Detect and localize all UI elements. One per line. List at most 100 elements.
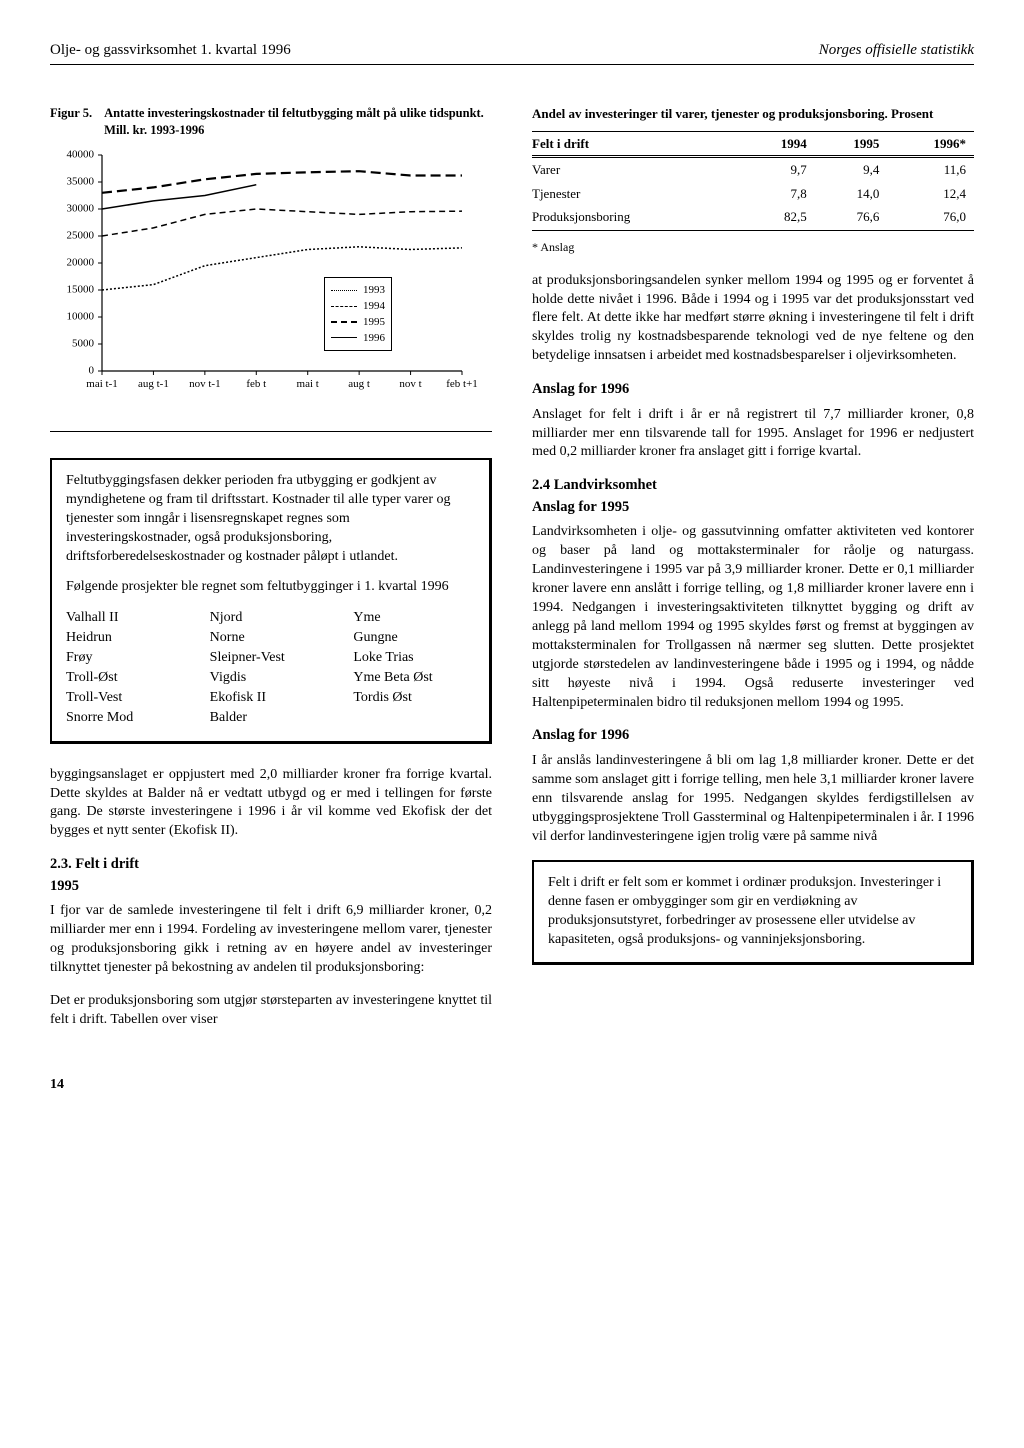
anslag-1996-h: Anslag for 1996 [532,380,974,400]
legend-item: 1996 [331,331,385,346]
project-item: Njord [210,609,332,628]
project-item: Frøy [66,649,188,668]
project-item: Troll-Vest [66,689,188,708]
x-tick-label: nov t [399,377,421,392]
table-cell: 9,4 [815,158,888,182]
line-chart: 0500010000150002000025000300003500040000… [50,149,470,409]
legend-swatch [331,306,357,307]
table-cell: 14,0 [815,182,888,206]
legend-label: 1996 [363,331,385,346]
legend-swatch [331,321,357,323]
page-header: Olje- og gassvirksomhet 1. kvartal 1996 … [50,40,974,65]
page-number: 14 [50,1076,974,1095]
legend-swatch [331,337,357,338]
right-box-text: Felt i drift er felt som er kommet i ord… [548,874,957,950]
th-0: Felt i drift [532,131,742,156]
project-item: Gungne [353,629,475,648]
figure-label: Figur 5. [50,105,92,139]
right-para-1: at produksjonsboringsandelen synker mell… [532,272,974,366]
left-column: Figur 5. Antatte investeringskostnader t… [50,105,492,1043]
y-tick-label: 10000 [52,310,98,325]
legend-item: 1994 [331,299,385,314]
left-para-2: I fjor var de samlede investeringene til… [50,902,492,978]
table-row: Produksjonsboring82,576,676,0 [532,205,974,229]
project-item: Balder [210,709,332,728]
x-tick-label: mai t-1 [86,377,117,392]
two-column-layout: Figur 5. Antatte investeringskostnader t… [50,105,974,1043]
left-para-1: byggingsanslaget er oppjustert med 2,0 m… [50,766,492,842]
table-cell: 76,6 [815,205,888,229]
table-cell: 82,5 [742,205,815,229]
table-row: Varer9,79,411,6 [532,158,974,182]
sub-1995: 1995 [50,877,492,897]
project-col-3: YmeGungneLoke TriasYme Beta ØstTordis Øs… [353,609,475,728]
y-tick-label: 20000 [52,256,98,271]
legend-item: 1993 [331,283,385,298]
chart-area: 0500010000150002000025000300003500040000… [50,149,492,432]
legend-label: 1993 [363,283,385,298]
info-box: Feltutbyggingsfasen dekker perioden fra … [50,458,492,744]
figure-caption: Figur 5. Antatte investeringskostnader t… [50,105,492,139]
chart-legend: 1993199419951996 [324,277,392,351]
project-item: Heidrun [66,629,188,648]
anslag-1995-h: Anslag for 1995 [532,498,974,518]
table-row: Tjenester7,814,012,4 [532,182,974,206]
table-cell: Varer [532,158,742,182]
y-tick-label: 25000 [52,229,98,244]
table-footnote: * Anslag [532,239,974,255]
x-tick-label: feb t [246,377,266,392]
project-item: Sleipner-Vest [210,649,332,668]
project-col-2: NjordNorneSleipner-VestVigdisEkofisk IIB… [210,609,332,728]
section-2-4: 2.4 Landvirksomhet [532,476,974,496]
anslag-1996-p: Anslaget for felt i drift i år er nå reg… [532,406,974,463]
table-cell: 9,7 [742,158,815,182]
table-cell: 76,0 [887,205,974,229]
info-p2: Følgende prosjekter ble regnet som feltu… [66,578,475,597]
anslag-1996b-h: Anslag for 1996 [532,726,974,746]
legend-label: 1995 [363,315,385,330]
legend-item: 1995 [331,315,385,330]
x-tick-label: feb t+1 [446,377,478,392]
info-p1: Feltutbyggingsfasen dekker perioden fra … [66,472,475,566]
project-item: Tordis Øst [353,689,475,708]
legend-swatch [331,290,357,291]
right-info-box: Felt i drift er felt som er kommet i ord… [532,860,974,965]
table-header-row: Felt i drift 1994 1995 1996* [532,131,974,156]
project-item: Norne [210,629,332,648]
y-tick-label: 35000 [52,175,98,190]
table-cell: Tjenester [532,182,742,206]
project-item: Loke Trias [353,649,475,668]
table-cell: 11,6 [887,158,974,182]
project-item: Snorre Mod [66,709,188,728]
section-2-3: 2.3. Felt i drift [50,855,492,875]
th-3: 1996* [887,131,974,156]
table-cell: 7,8 [742,182,815,206]
project-columns: Valhall IIHeidrunFrøyTroll-ØstTroll-Vest… [66,609,475,728]
table-cell: Produksjonsboring [532,205,742,229]
project-item: Valhall II [66,609,188,628]
x-tick-label: nov t-1 [189,377,220,392]
project-col-1: Valhall IIHeidrunFrøyTroll-ØstTroll-Vest… [66,609,188,728]
header-right: Norges offisielle statistikk [819,40,974,60]
right-column: Andel av investeringer til varer, tjenes… [532,105,974,1043]
anslag-1996b-p: I år anslås landinvesteringene å bli om … [532,752,974,846]
table-caption: Andel av investeringer til varer, tjenes… [532,105,974,123]
y-tick-label: 30000 [52,202,98,217]
anslag-1995-p: Landvirksomheten i olje- og gassutvinnin… [532,523,974,712]
y-tick-label: 40000 [52,148,98,163]
x-tick-label: aug t-1 [138,377,169,392]
header-left: Olje- og gassvirksomhet 1. kvartal 1996 [50,40,291,60]
x-tick-label: aug t [348,377,370,392]
project-item: Vigdis [210,669,332,688]
project-item: Ekofisk II [210,689,332,708]
x-tick-label: mai t [297,377,319,392]
project-item: Yme [353,609,475,628]
table-cell: 12,4 [887,182,974,206]
project-item: Troll-Øst [66,669,188,688]
figure-title: Antatte investeringskostnader til feltut… [104,105,492,139]
y-tick-label: 5000 [52,337,98,352]
data-table: Felt i drift 1994 1995 1996* Varer9,79,4… [532,131,974,232]
th-1: 1994 [742,131,815,156]
y-tick-label: 15000 [52,283,98,298]
left-para-3: Det er produksjonsboring som utgjør stør… [50,992,492,1030]
